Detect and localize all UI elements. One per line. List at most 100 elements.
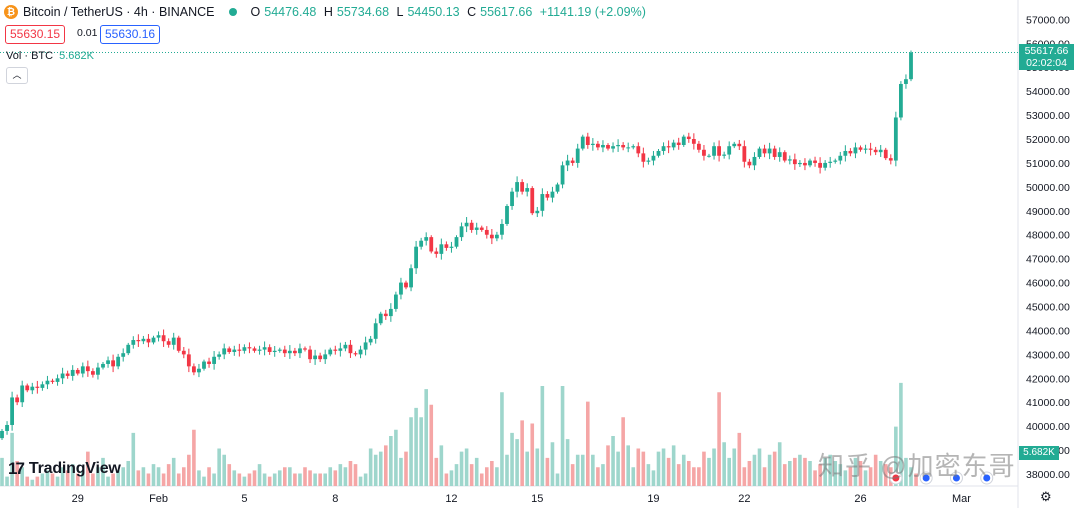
price-tick-label: 48000.00 (1026, 230, 1070, 242)
volume-bar (368, 448, 373, 486)
volume-bar (358, 476, 363, 486)
volume-bar (697, 467, 701, 486)
ohlc-values: O 54476.48 H 55734.68 L 54450.13 C 55617.66 … (251, 5, 650, 19)
volume-bar (621, 417, 625, 486)
candle-body (257, 349, 262, 351)
volume-bar (752, 454, 757, 486)
volume-bar (242, 476, 247, 486)
sell-button[interactable]: 55630.15 (5, 25, 66, 44)
volume-bar (490, 461, 494, 486)
symbol-title[interactable]: Bitcoin / TetherUS · 4h · BINANCE (23, 5, 215, 19)
volume-bar (485, 467, 489, 486)
candle-body (459, 226, 464, 238)
volume-bar (565, 439, 570, 486)
volume-bar (596, 467, 600, 486)
volume-bar (404, 451, 408, 486)
volume-bar (106, 476, 110, 486)
time-tick-label: Feb (149, 493, 168, 505)
candle-body (893, 117, 898, 161)
candle-body (80, 366, 85, 374)
candle-body (404, 282, 408, 288)
volume-bar (656, 451, 661, 486)
volume-bar (500, 392, 504, 486)
volume-bar (30, 479, 35, 486)
candle-body (646, 160, 651, 162)
volume-bar (560, 386, 565, 486)
volume-bar (272, 473, 277, 486)
volume-bar (212, 473, 216, 486)
candle-body (131, 340, 136, 345)
volume-bar (293, 473, 297, 486)
price-tick-label: 42000.00 (1026, 373, 1070, 385)
candle-body (474, 227, 479, 230)
volume-bar (182, 467, 186, 486)
last-price-value: 55617.66 (1024, 45, 1069, 57)
candle-body (469, 222, 474, 230)
gear-icon[interactable]: ⚙ (1040, 489, 1052, 504)
volume-bar (267, 476, 272, 486)
flag-icon (983, 474, 991, 482)
volume-bar (717, 392, 721, 486)
volume-bar (555, 473, 560, 486)
tradingview-logo[interactable]: 17 TradingView (8, 459, 121, 479)
candle-body (686, 136, 691, 140)
candle-body (757, 148, 762, 157)
volume-bar (702, 451, 706, 486)
volume-bar (0, 457, 4, 486)
volume-bar (707, 457, 711, 486)
price-tick-label: 40000.00 (1026, 421, 1070, 433)
volume-bar (328, 467, 333, 486)
candle-body (242, 347, 247, 351)
candle-body (353, 353, 358, 355)
volume-bar (757, 448, 762, 486)
volume-bar (878, 461, 883, 486)
candle-body (611, 146, 615, 149)
candle-body (171, 337, 176, 345)
volume-bar (722, 442, 726, 486)
candle-body (899, 83, 903, 118)
candle-body (227, 348, 232, 352)
volume-bar (237, 473, 242, 486)
candle-body (338, 348, 343, 351)
volume-bar (70, 464, 75, 486)
volume-bar (747, 461, 752, 486)
price-tick-label: 41000.00 (1026, 397, 1070, 409)
candle-body (888, 158, 893, 161)
time-tick-label: 22 (738, 493, 750, 505)
candle-body (717, 146, 721, 156)
volume-bar (40, 473, 45, 486)
volume-bar (227, 464, 232, 486)
candle-body (15, 397, 20, 403)
candle-body (181, 350, 186, 355)
candle-body (50, 380, 55, 382)
candle-body (737, 143, 742, 147)
volume-bar (671, 445, 676, 486)
volume-bar (60, 467, 65, 486)
candle-body (146, 338, 151, 343)
candle-body (585, 136, 590, 145)
collapse-legend-button[interactable]: ︿ (6, 67, 28, 84)
volume-bar (777, 442, 782, 486)
candle-body (540, 194, 545, 211)
candle-body (126, 344, 131, 354)
volume-bar (651, 470, 656, 486)
volume-bar (858, 461, 863, 486)
candle-body (722, 154, 727, 156)
volume-bar (25, 476, 30, 486)
time-tick-label: 8 (332, 493, 338, 505)
volume-bar (298, 473, 302, 486)
candle-body (878, 149, 883, 153)
buy-button[interactable]: 55630.16 (100, 25, 161, 44)
time-tick-label: 12 (445, 493, 457, 505)
volume-bar (283, 467, 287, 486)
volume-bar (772, 451, 777, 486)
market-status-icon (228, 8, 237, 16)
candle-body (843, 150, 848, 156)
candle-body (641, 153, 646, 162)
candle-body (252, 348, 257, 351)
candle-body (712, 146, 716, 156)
candle-body (681, 136, 686, 145)
volume-bar (197, 470, 201, 486)
candle-body (106, 360, 110, 364)
